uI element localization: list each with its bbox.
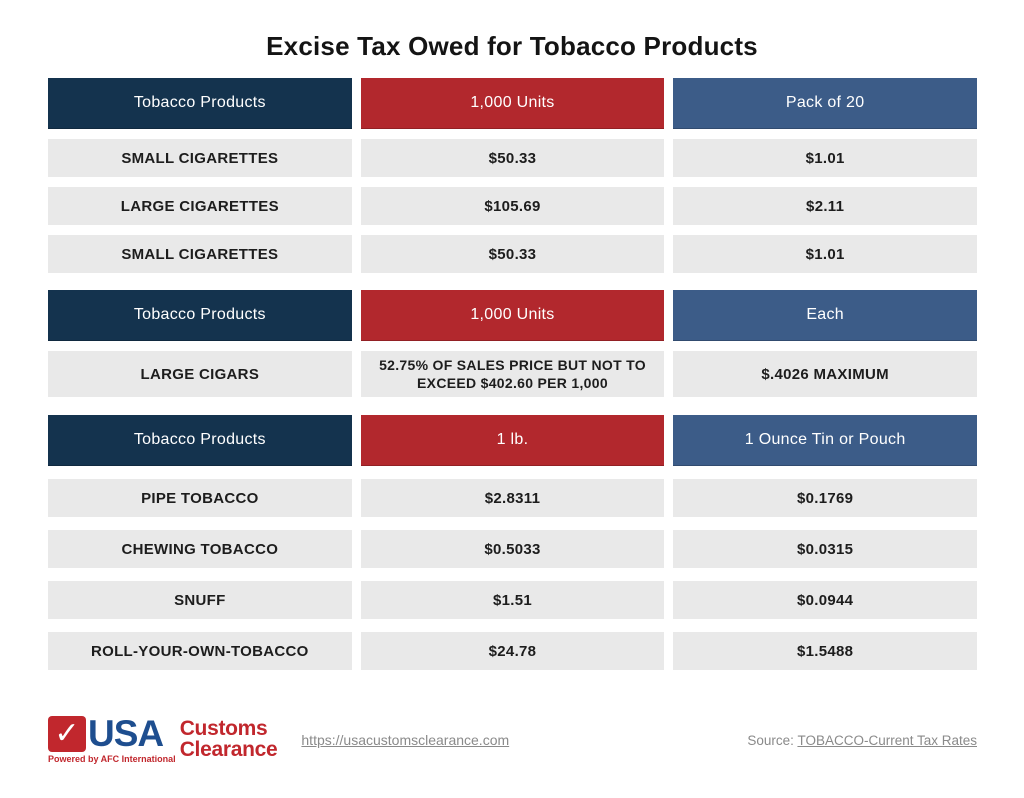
table3-header-products: Tobacco Products <box>48 415 352 466</box>
tax-table-loose-tobacco: Tobacco Products 1 lb. 1 Ounce Tin or Po… <box>48 415 977 670</box>
tables-container: Tobacco Products 1,000 Units Pack of 20 … <box>48 78 977 670</box>
logo-left-block: ✓ USA Powered by AFC International <box>48 713 176 764</box>
logo-customs-text: Customs <box>179 717 268 740</box>
table-row-label: PIPE TOBACCO <box>48 479 352 517</box>
table-row-value: $1.51 <box>360 581 665 619</box>
table3-header-1-lb: 1 lb. <box>360 415 665 466</box>
table-row-value: $2.11 <box>673 187 977 225</box>
usa-customs-clearance-logo: ✓ USA Powered by AFC International Custo… <box>48 713 278 764</box>
source-text: Source: TOBACCO-Current Tax Rates <box>747 733 977 748</box>
table-row-value: $24.78 <box>360 632 665 670</box>
table-row-label: LARGE CIGARS <box>48 351 352 397</box>
table2-header-each: Each <box>673 290 977 341</box>
table-row-value: $1.5488 <box>673 632 977 670</box>
logo-powered-by-text: Powered by AFC International <box>48 754 176 764</box>
table3-header-1-ounce: 1 Ounce Tin or Pouch <box>673 415 977 466</box>
checkmark-icon: ✓ <box>48 716 86 752</box>
table1-header-pack-of-20: Pack of 20 <box>673 78 977 129</box>
footer: ✓ USA Powered by AFC International Custo… <box>48 713 977 764</box>
source-label: Source: <box>747 732 798 748</box>
website-link[interactable]: https://usacustomsclearance.com <box>301 732 510 748</box>
table-row-value: $50.33 <box>360 139 665 177</box>
table-row-label: SNUFF <box>48 581 352 619</box>
table-row-value: $0.5033 <box>360 530 665 568</box>
logo-top-row: ✓ USA <box>48 713 176 754</box>
table-row-label: LARGE CIGARETTES <box>48 187 352 225</box>
table-row-value: $0.1769 <box>673 479 977 517</box>
table1-header-products: Tobacco Products <box>48 78 352 129</box>
logo-clearance-text: Clearance <box>179 738 278 761</box>
table-row-value: $1.01 <box>673 139 977 177</box>
page-title: Excise Tax Owed for Tobacco Products <box>266 31 758 61</box>
logo-right-block: Customs Clearance <box>180 718 278 760</box>
table-row-value: 52.75% OF SALES PRICE BUT NOT TO EXCEED … <box>360 351 665 397</box>
logo-usa-text: USA <box>88 713 164 754</box>
table-row-value: $105.69 <box>360 187 665 225</box>
table-row-value: $0.0315 <box>673 530 977 568</box>
table2-header-products: Tobacco Products <box>48 290 352 341</box>
table-row-value: $.4026 MAXIMUM <box>673 351 977 397</box>
tax-table-cigarettes: Tobacco Products 1,000 Units Pack of 20 … <box>48 78 977 273</box>
table-row-label: CHEWING TOBACCO <box>48 530 352 568</box>
table-row-label: SMALL CIGARETTES <box>48 235 352 273</box>
table2-header-1000-units: 1,000 Units <box>360 290 665 341</box>
source-link[interactable]: TOBACCO-Current Tax Rates <box>797 732 977 748</box>
table-row-label: SMALL CIGARETTES <box>48 139 352 177</box>
tax-table-cigars: Tobacco Products 1,000 Units Each LARGE … <box>48 290 977 397</box>
table-row-value: $2.8311 <box>360 479 665 517</box>
table1-header-1000-units: 1,000 Units <box>360 78 665 129</box>
table-row-value: $1.01 <box>673 235 977 273</box>
table-row-value: $0.0944 <box>673 581 977 619</box>
table-row-label: ROLL-YOUR-OWN-TOBACCO <box>48 632 352 670</box>
table-row-value: $50.33 <box>360 235 665 273</box>
